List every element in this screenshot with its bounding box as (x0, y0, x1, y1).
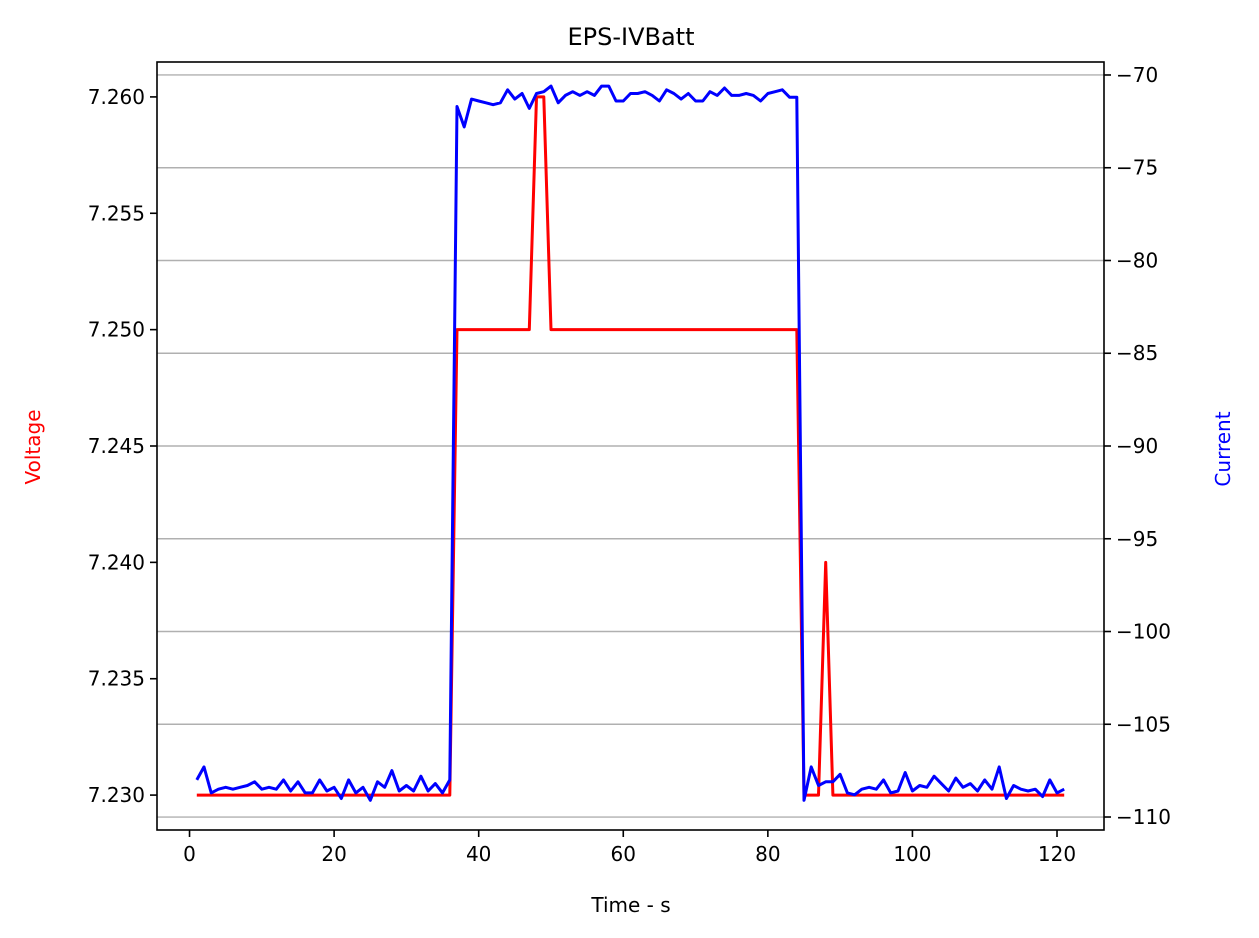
x-tick-label: 80 (755, 842, 780, 866)
right-y-tick-label: −95 (1116, 527, 1158, 551)
right-y-tick-label: −110 (1116, 805, 1171, 829)
x-tick-label: 100 (893, 842, 931, 866)
x-axis: 0 20 40 60 80 100 120 (183, 830, 1076, 866)
right-y-tick-label: −80 (1116, 248, 1158, 272)
left-y-tick-label: 7.255 (88, 201, 145, 225)
x-tick-label: 20 (321, 842, 346, 866)
voltage-series (196, 95, 1065, 797)
right-y-axis-label: Current (1211, 411, 1235, 486)
left-y-tick-label: 7.230 (88, 783, 145, 807)
left-y-axis-label: Voltage (21, 409, 45, 484)
left-y-tick-label: 7.245 (88, 434, 145, 458)
current-series (195, 84, 1065, 802)
left-y-tick-label: 7.235 (88, 667, 145, 691)
right-y-axis: −70 −75 −80 −85 −90 −95 −100 −105 −110 (1104, 63, 1171, 829)
left-y-tick-label: 7.250 (88, 318, 145, 342)
right-y-tick-label: −75 (1116, 156, 1158, 180)
x-axis-label: Time - s (590, 893, 670, 917)
left-y-axis: 7.230 7.235 7.240 7.245 7.250 7.255 7.260 (88, 85, 157, 807)
x-tick-label: 60 (611, 842, 636, 866)
x-tick-label: 120 (1038, 842, 1076, 866)
voltage-line (196, 95, 1065, 797)
x-tick-label: 40 (466, 842, 491, 866)
left-y-tick-label: 7.240 (88, 550, 145, 574)
right-y-tick-label: −85 (1116, 341, 1158, 365)
left-y-tick-label: 7.260 (88, 85, 145, 109)
right-y-tick-label: −105 (1116, 712, 1171, 736)
right-y-tick-label: −70 (1116, 63, 1158, 87)
current-line (195, 84, 1065, 802)
x-tick-label: 0 (183, 842, 196, 866)
grid (157, 74, 1104, 818)
right-y-tick-label: −90 (1116, 434, 1158, 458)
right-y-tick-label: −100 (1116, 620, 1171, 644)
chart-title: EPS-IVBatt (567, 23, 694, 51)
